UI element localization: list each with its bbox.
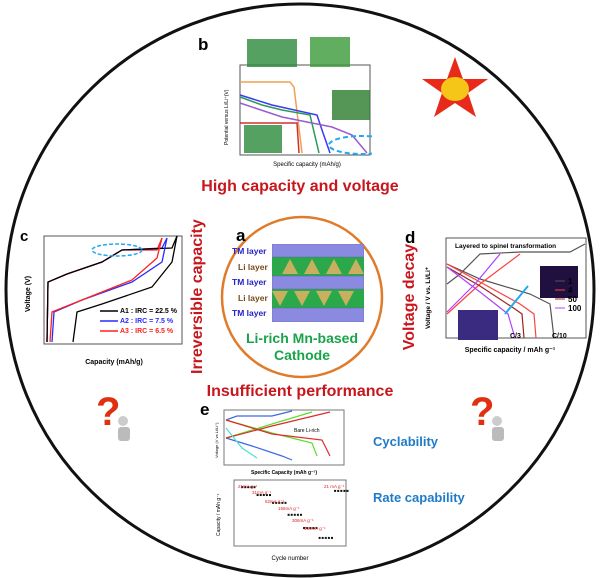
layer-tm-2: TM layer: [232, 277, 267, 287]
panel-d-ylabel: Voltage / V vs. Li/Li⁺: [425, 266, 432, 329]
rate-point: [300, 513, 302, 516]
rate-point: [315, 527, 318, 530]
panel-e-label: e: [200, 400, 210, 419]
layer-tm-1: TM layer: [232, 246, 267, 256]
rate-point: [337, 489, 340, 492]
title-irreversible-capacity: Irreversible capacity: [189, 219, 206, 374]
panel-d-title: Layered to spinel transformation: [455, 243, 556, 250]
bare-li-rich-label: Bare Li-rich: [294, 428, 320, 434]
rate-point: [343, 489, 346, 492]
legend-a3: A3 : IRC = 6.5 %: [120, 328, 174, 335]
rate-31: 31mA g⁻¹: [252, 490, 272, 495]
rate-point: [272, 501, 275, 504]
legend-a2: A2 : IRC = 7.5 %: [120, 318, 174, 325]
rate-point: [303, 527, 306, 530]
rate-point: [293, 513, 296, 516]
rate-point: [241, 486, 244, 489]
panel-e-bottom-xlabel: Cycle number: [271, 556, 308, 562]
rate-capability-label: Rate capability: [373, 490, 465, 505]
panel-b-xlabel: Specific capacity (mAh/g): [273, 162, 341, 168]
rate-469: 469mA g⁻¹: [304, 526, 326, 531]
rate-point: [247, 486, 250, 489]
rate-point: [309, 527, 312, 530]
rate-point: [284, 501, 287, 504]
panel-e-top-ylabel: Voltage (V vs Li/Li⁺): [214, 422, 219, 458]
layer-tm-3: TM layer: [232, 308, 267, 318]
rate-point: [321, 536, 324, 539]
panel-d-xlabel: Specific capacity / mAh g⁻¹: [465, 347, 556, 354]
panel-b-ylabel: Potential versus Li/Li⁺(V): [224, 89, 230, 145]
rate-point: [256, 494, 259, 497]
rate-point: [262, 494, 265, 497]
panel-c-chart: A1 : IRC = 22.5 % A2 : IRC = 7.5 % A3 : …: [25, 235, 183, 366]
rate-point: [331, 536, 333, 539]
cyclability-label: Cyclability: [373, 434, 439, 449]
panel-b-chart: Specific capacity (mAh/g) Potential vers…: [224, 37, 372, 168]
rate-point: [253, 486, 256, 489]
title-insufficient-performance: Insufficient performance: [206, 383, 394, 400]
rate-c3: C/3: [510, 333, 521, 340]
question-mark-figure-icon: ?: [96, 390, 130, 441]
legend-50: 50: [568, 295, 577, 304]
rate-point: [324, 536, 327, 539]
rate-306: 306mA g⁻¹: [292, 518, 314, 523]
rate-point: [244, 486, 247, 489]
legend-1: 1: [568, 277, 573, 286]
svg-text:?: ?: [470, 390, 494, 434]
caption-line-1: Li-rich Mn-based: [245, 330, 358, 346]
rate-point: [287, 513, 290, 516]
panel-a-caption: Li-rich Mn-based Cathode: [222, 330, 382, 364]
rate-point: [306, 527, 309, 530]
rate-21-return: 21 mA g⁻¹: [324, 484, 345, 489]
layer-labels: TM layer Li layer TM layer Li layer TM l…: [232, 244, 268, 322]
rate-point: [265, 494, 268, 497]
legend-a1: A1 : IRC = 22.5 %: [120, 308, 178, 315]
rate-point: [334, 489, 337, 492]
panel-e-bottom-ylabel: Capacity / mAh g⁻¹: [216, 493, 222, 536]
rate-point: [346, 489, 349, 492]
panel-a-label: a: [236, 226, 246, 245]
rate-point: [269, 494, 271, 497]
panel-c-ylabel: Voltage (V): [25, 276, 32, 312]
rate-point: [281, 501, 284, 504]
panel-e-rate-chart: 21mA g⁻¹ 31mA g⁻¹ 62mA g⁻¹ 156mA g⁻¹ 306…: [216, 479, 349, 562]
panel-d-chart: Layered to spinel transformation 1 4 50 …: [425, 237, 587, 354]
rate-point: [290, 513, 293, 516]
rate-point: [327, 536, 330, 539]
legend-100: 100: [568, 304, 582, 313]
rate-point: [318, 536, 321, 539]
rate-156: 156mA g⁻¹: [278, 506, 300, 511]
layer-li-2: Li layer: [238, 292, 268, 303]
rate-point: [278, 501, 281, 504]
panel-d-label: d: [405, 228, 416, 247]
rate-point: [259, 494, 262, 497]
question-mark-figure-icon: ?: [470, 390, 504, 441]
panel-e-top-xlabel: Specific Capacity (mAh g⁻¹): [251, 470, 317, 476]
rate-point: [340, 489, 343, 492]
title-voltage-decay: Voltage decay: [401, 243, 418, 351]
title-high-capacity: High capacity and voltage: [201, 178, 399, 195]
rate-62: 62mA g⁻¹: [265, 499, 285, 504]
crystal-structure: [272, 244, 364, 322]
svg-text:?: ?: [96, 390, 120, 434]
rate-point: [312, 527, 315, 530]
caption-line-2: Cathode: [274, 347, 330, 363]
panel-c-label: c: [20, 228, 29, 245]
rate-point: [275, 501, 278, 504]
thumbs-up-star-icon: [422, 57, 488, 117]
legend-4: 4: [568, 286, 573, 295]
panel-b-label: b: [198, 35, 209, 54]
rate-point: [296, 513, 299, 516]
rate-21: 21mA g⁻¹: [238, 484, 258, 489]
layer-li-1: Li layer: [238, 261, 268, 272]
rate-point: [250, 486, 253, 489]
panel-c-xlabel: Capacity (mAh/g): [85, 359, 143, 366]
panel-e-cycle-chart: Bare Li-rich Specific Capacity (mAh g⁻¹)…: [214, 409, 345, 476]
rate-c10: C/10: [552, 333, 567, 340]
